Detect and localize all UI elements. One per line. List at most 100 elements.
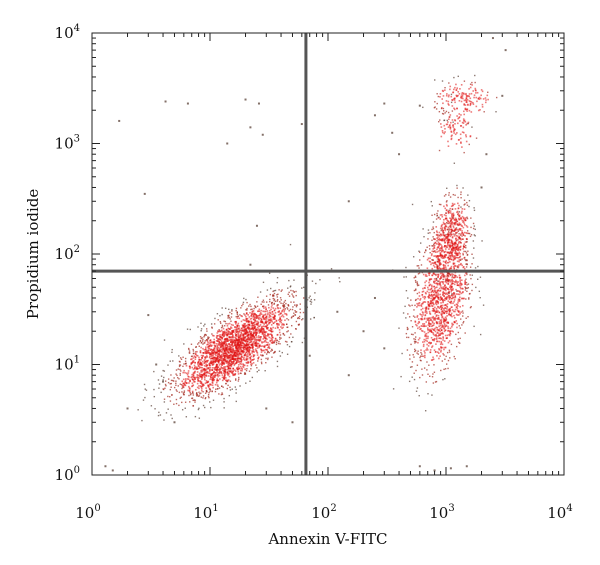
- data-point: [158, 411, 160, 414]
- x-tick-label: 102: [311, 503, 336, 522]
- data-point: [205, 334, 208, 336]
- data-point: [433, 282, 436, 284]
- data-point: [444, 358, 446, 360]
- data-point: [420, 349, 422, 351]
- data-point: [457, 237, 460, 239]
- data-point: [423, 318, 426, 320]
- data-point: [438, 322, 441, 325]
- data-point: [453, 355, 455, 358]
- data-point: [421, 303, 423, 305]
- data-point: [426, 275, 428, 277]
- data-point: [243, 356, 245, 359]
- data-point: [280, 299, 282, 301]
- data-point: [448, 104, 450, 106]
- data-point: [242, 338, 245, 341]
- data-point: [208, 347, 211, 350]
- data-point: [457, 338, 459, 340]
- data-point: [444, 320, 447, 322]
- data-point: [438, 283, 441, 286]
- data-point: [439, 227, 442, 230]
- data-point: [454, 229, 456, 232]
- data-point: [223, 373, 226, 375]
- data-point: [215, 388, 217, 390]
- data-point: [466, 254, 469, 256]
- data-point: [246, 307, 248, 310]
- data-point: [452, 193, 455, 196]
- data-point: [213, 348, 216, 350]
- data-point: [449, 327, 452, 330]
- data-point: [268, 306, 270, 309]
- data-point: [259, 331, 262, 334]
- data-point: [442, 346, 444, 349]
- data-point: [432, 315, 435, 318]
- data-point: [453, 132, 455, 134]
- data-point: [211, 369, 214, 371]
- data-point: [459, 296, 461, 299]
- data-point: [447, 288, 449, 290]
- data-point: [420, 264, 423, 266]
- data-point: [234, 358, 237, 360]
- data-point: [216, 384, 219, 386]
- data-point: [451, 276, 453, 279]
- data-point: [164, 383, 167, 386]
- data-point: [432, 264, 435, 267]
- data-point: [260, 349, 263, 352]
- data-point: [253, 355, 255, 358]
- data-point: [158, 383, 161, 385]
- data-point: [416, 283, 419, 285]
- data-point: [421, 323, 424, 325]
- data-point: [248, 327, 251, 329]
- data-point: [444, 227, 446, 230]
- data-point: [237, 373, 240, 375]
- data-point: [424, 284, 427, 287]
- data-point: [200, 354, 203, 357]
- data-point: [243, 346, 246, 349]
- data-point: [422, 312, 424, 314]
- data-point: [228, 328, 231, 331]
- data-point: [195, 346, 198, 348]
- data-point: [435, 277, 438, 280]
- data-point: [209, 344, 212, 346]
- data-point: [276, 360, 279, 363]
- data-point: [438, 325, 440, 328]
- data-point: [262, 345, 264, 347]
- data-point: [435, 333, 437, 336]
- data-point: [222, 372, 225, 374]
- data-point: [265, 321, 267, 324]
- data-point: [429, 232, 431, 234]
- data-point: [436, 354, 438, 357]
- data-point: [273, 299, 275, 302]
- data-point: [200, 342, 202, 344]
- data-point: [446, 277, 449, 279]
- data-point: [442, 233, 444, 236]
- data-point: [272, 307, 275, 309]
- data-point: [448, 245, 451, 247]
- data-point: [227, 379, 230, 381]
- data-point: [247, 323, 249, 326]
- data-point: [472, 103, 475, 106]
- data-point: [255, 339, 257, 342]
- data-point: [423, 317, 426, 320]
- data-point: [224, 370, 226, 373]
- data-point: [451, 297, 454, 300]
- data-point: [450, 240, 453, 242]
- data-point: [462, 312, 464, 314]
- data-point: [447, 264, 449, 267]
- data-point: [197, 360, 200, 363]
- data-point: [436, 327, 439, 329]
- data-point: [200, 366, 202, 369]
- quadrant-gates: [92, 33, 564, 475]
- data-point: [279, 334, 282, 336]
- data-point: [260, 321, 263, 324]
- data-point: [220, 346, 223, 348]
- data-point: [220, 353, 223, 356]
- data-point: [436, 267, 439, 270]
- data-point: [230, 365, 233, 368]
- data-point: [427, 373, 429, 375]
- data-point: [438, 340, 441, 343]
- data-point: [456, 87, 458, 89]
- data-point: [205, 351, 208, 353]
- data-point: [477, 278, 479, 280]
- data-point: [308, 297, 310, 299]
